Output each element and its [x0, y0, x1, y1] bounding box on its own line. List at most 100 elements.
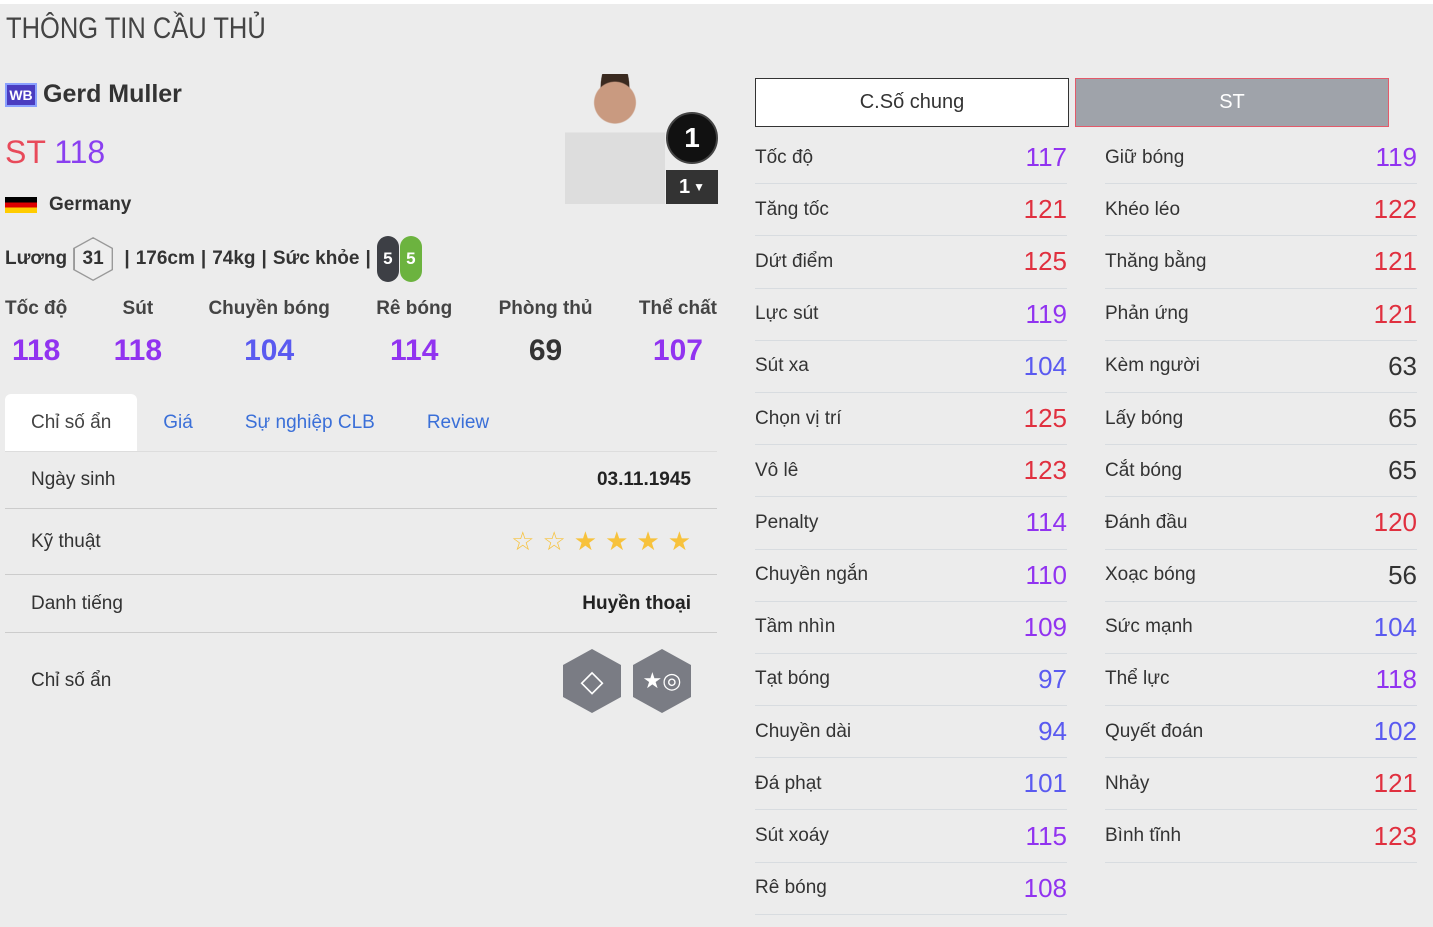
tab[interactable]: Review [426, 411, 490, 433]
stat-value: 121 [1023, 194, 1067, 225]
stat-label: Quyết đoán [1105, 720, 1204, 742]
hidden-stats-row: Chỉ số ẩn ◇ ★◎ [5, 633, 717, 729]
skill-stars: ☆ ☆ ★ ★ ★ ★ [511, 526, 691, 557]
feet: 5 5 [376, 236, 422, 282]
stat-row: Thể lực 118 [1105, 654, 1417, 707]
stat-row: Dứt điểm 125 [755, 236, 1067, 289]
stat-label: Tầm nhìn [755, 616, 836, 638]
stat-row: Chuyền dài 94 [755, 706, 1067, 759]
stat-value: 125 [1023, 403, 1067, 434]
stat-value: 56 [1388, 559, 1417, 590]
general-stats-button[interactable]: C.Số chung [755, 78, 1069, 127]
stat-row: Đá phạt 101 [755, 758, 1067, 811]
stat-row: Lực sút 119 [755, 289, 1067, 341]
stat-value: 101 [1023, 768, 1067, 799]
tab[interactable]: Chỉ số ẩn [5, 394, 138, 451]
star-filled-icon: ★ [573, 526, 598, 556]
summary-stat: Rê bóng 114 [376, 298, 452, 368]
diamond-icon[interactable]: ◇ [563, 649, 621, 713]
stat-row: Chọn vị trí 125 [755, 393, 1067, 446]
stat-label: Thăng bằng [1105, 250, 1207, 272]
stat-label: Lực sút [755, 303, 819, 325]
stat-label: Tạt bóng [755, 668, 830, 690]
stat-value: 121 [1373, 298, 1417, 329]
summary-label: Phòng thủ [498, 298, 593, 319]
stat-row: Phản ứng 121 [1105, 289, 1417, 341]
sep: | [261, 248, 267, 269]
level-select[interactable]: 1 ▼ [666, 170, 718, 204]
stat-row: Tầm nhìn 109 [755, 602, 1067, 654]
stat-label: Khéo léo [1105, 198, 1181, 220]
stat-row: Cắt bóng 65 [1105, 445, 1417, 498]
left-foot-icon: 5 [376, 236, 399, 282]
stat-label: Bình tĩnh [1105, 825, 1182, 847]
player-info: Lương 31 | 176cm | 74kg | Sức khỏe | 5 5 [5, 236, 422, 282]
stat-value: 65 [1388, 403, 1417, 434]
stat-label: Nhảy [1105, 772, 1150, 794]
salary-value: 31 [74, 238, 112, 280]
nation: Germany [5, 194, 131, 216]
birth-label: Ngày sinh [31, 469, 116, 490]
stat-label: Phản ứng [1105, 303, 1189, 325]
stat-label: Kèm người [1105, 355, 1200, 377]
tab[interactable]: Sự nghiệp CLB [244, 411, 375, 433]
overall: 118 [54, 134, 106, 170]
stat-label: Chuyền dài [755, 720, 852, 742]
tab[interactable]: Giá [163, 411, 193, 433]
stat-row: Lấy bóng 65 [1105, 393, 1417, 446]
stat-mode-buttons: C.Số chung ST [755, 78, 1389, 127]
stat-label: Chuyền ngắn [755, 564, 869, 586]
summary-value: 114 [390, 334, 439, 367]
rank-badge: 1 [666, 112, 718, 164]
sep: | [119, 248, 130, 269]
stat-row: Rê bóng 108 [755, 863, 1067, 915]
stat-value: 94 [1038, 716, 1067, 747]
stat-row: Xoạc bóng 56 [1105, 550, 1417, 602]
stat-value: 115 [1025, 820, 1067, 851]
stat-value: 108 [1023, 872, 1067, 903]
stat-label: Tốc độ [755, 146, 814, 168]
position-stats-button[interactable]: ST [1075, 78, 1389, 127]
stat-value: 119 [1375, 142, 1417, 173]
hidden-label: Chỉ số ẩn [31, 670, 112, 691]
star-filled-icon: ★ [636, 526, 660, 556]
stat-row: Nhảy 121 [1105, 758, 1417, 811]
star-filled-icon: ★ [667, 526, 691, 556]
stat-label: Sút xa [755, 355, 809, 377]
stat-value: 122 [1373, 194, 1417, 225]
stat-row: Khéo léo 122 [1105, 184, 1417, 237]
stats-column-right: Giữ bóng 119 Khéo léo 122 Thăng bằng 121 Phản … [1105, 132, 1417, 863]
stat-label: Sút xoáy [755, 825, 829, 847]
stat-label: Lấy bóng [1105, 407, 1184, 429]
stat-row: Tốc độ 117 [755, 132, 1067, 185]
summary-label: Chuyền bóng [208, 298, 330, 319]
stat-value: 114 [1025, 507, 1067, 538]
stat-label: Cắt bóng [1105, 459, 1183, 481]
birth-value: 03.11.1945 [596, 469, 691, 490]
weight: 74kg [212, 248, 256, 269]
salary-hexagon: 31 [73, 237, 114, 281]
stat-row: Sút xoáy 115 [755, 810, 1067, 863]
salary-label: Lương [5, 248, 68, 269]
stat-value: 97 [1038, 663, 1067, 694]
star-outline-icon: ☆ [542, 526, 566, 556]
stat-row: Thăng bằng 121 [1105, 236, 1417, 289]
summary-stats: Tốc độ 118 Sút 118 Chuyền bóng 104 Rê bóng 114 P… [5, 298, 717, 368]
stat-value: 118 [1375, 663, 1417, 694]
summary-value: 104 [244, 334, 295, 367]
fame-label: Danh tiếng [31, 592, 123, 614]
position-rating: ST 118 [5, 134, 105, 171]
summary-stat: Thể chất 107 [639, 298, 717, 368]
stat-value: 119 [1025, 298, 1067, 329]
nation-name: Germany [49, 194, 132, 215]
stat-value: 102 [1373, 716, 1417, 747]
sep: | [365, 248, 371, 269]
stat-value: 121 [1373, 768, 1417, 799]
summary-label: Sút [122, 298, 154, 319]
fame-row: Danh tiếng Huyền thoại [5, 575, 717, 633]
health-label: Sức khỏe [272, 248, 360, 269]
skill-label: Kỹ thuật [31, 530, 101, 552]
height: 176cm [135, 248, 195, 269]
stat-row: Đánh đầu 120 [1105, 497, 1417, 550]
boot-icon[interactable]: ★◎ [633, 649, 691, 713]
